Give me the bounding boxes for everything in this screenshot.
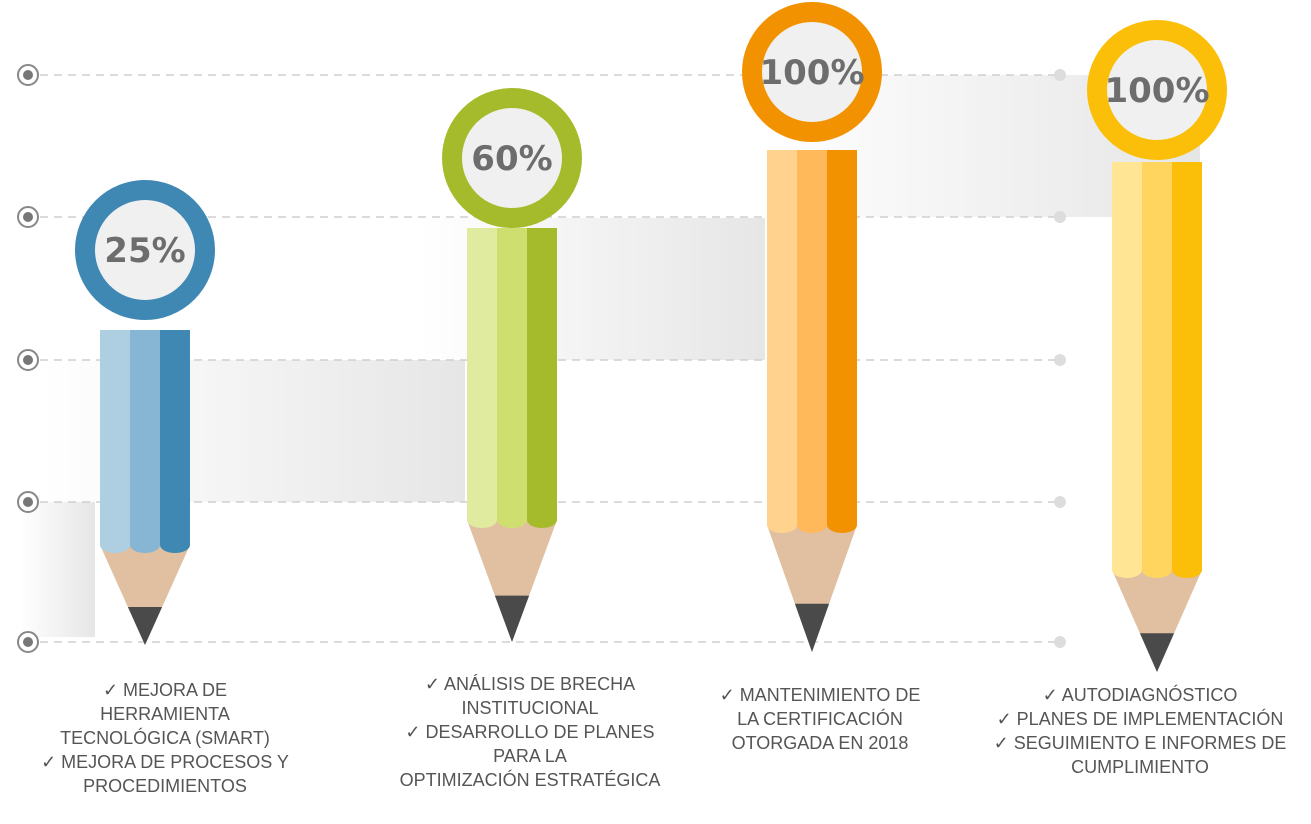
description-line: ✓ DESARROLLO DE PLANES — [405, 722, 654, 742]
percent: 100% — [759, 53, 864, 93]
guide-end — [1054, 211, 1066, 223]
description-line: ✓ MEJORA DE PROCESOS Y — [41, 752, 289, 772]
pencil-stripe — [797, 150, 827, 533]
pencil-stripe — [1112, 162, 1142, 578]
pencil-lead — [128, 607, 162, 645]
pencil-lead — [495, 596, 529, 642]
description-line: PARA LA — [493, 746, 567, 766]
bands — [20, 75, 1200, 637]
page: 25% ✓ MEJORA DE HERRAMIENTA TECNOLÓGICA (SM… — [0, 0, 1311, 824]
description-line: CUMPLIMIENTO — [1071, 757, 1209, 777]
percent: 100% — [1104, 71, 1209, 111]
pencil-stripe — [767, 150, 797, 533]
pencil-stripe — [1142, 162, 1172, 578]
description-line: TECNOLÓGICA (SMART) — [60, 727, 270, 748]
percent: 25% — [104, 231, 185, 271]
description-line: ✓ ANÁLISIS DE BRECHA — [425, 674, 635, 694]
description-line: ✓ SEGUIMIENTO E INFORMES DE — [994, 733, 1287, 753]
description-line: INSTITUCIONAL — [461, 698, 598, 718]
guide-end — [1054, 354, 1066, 366]
guide-dot-inner — [23, 637, 33, 647]
description-line: ✓ MEJORA DE — [103, 680, 227, 700]
pencil-lead — [1140, 633, 1174, 672]
guide-dot-inner — [23, 70, 33, 80]
pencil-stripe — [467, 228, 497, 528]
pencil-stripe — [827, 150, 857, 533]
infographic: 25% ✓ MEJORA DE HERRAMIENTA TECNOLÓGICA (SM… — [0, 0, 1311, 824]
description-line: HERRAMIENTA — [100, 704, 230, 724]
pencil-stripe — [1172, 162, 1202, 578]
description-line: ✓ AUTODIAGNÓSTICO — [1043, 684, 1238, 705]
description-line: PROCEDIMIENTOS — [83, 776, 247, 796]
pencil-lead — [795, 604, 829, 652]
description-line: OTORGADA EN 2018 — [732, 733, 909, 753]
pencil-stripe — [130, 330, 160, 553]
pencil-stripe — [160, 330, 190, 553]
description-line: ✓ MANTENIMIENTO DE — [720, 685, 921, 705]
pencil-stripe — [527, 228, 557, 528]
guide-end — [1054, 496, 1066, 508]
description-line: LA CERTIFICACIÓN — [737, 708, 903, 729]
percent: 60% — [471, 139, 552, 179]
pencil-stripe — [100, 330, 130, 553]
guide-dot-inner — [23, 212, 33, 222]
guide-end — [1054, 636, 1066, 648]
guide-dot-inner — [23, 497, 33, 507]
guide-end — [1054, 69, 1066, 81]
description-line: ✓ PLANES DE IMPLEMENTACIÓN — [997, 708, 1284, 729]
description-line: OPTIMIZACIÓN ESTRATÉGICA — [400, 769, 661, 790]
guide-dot-inner — [23, 355, 33, 365]
pencil-stripe — [497, 228, 527, 528]
